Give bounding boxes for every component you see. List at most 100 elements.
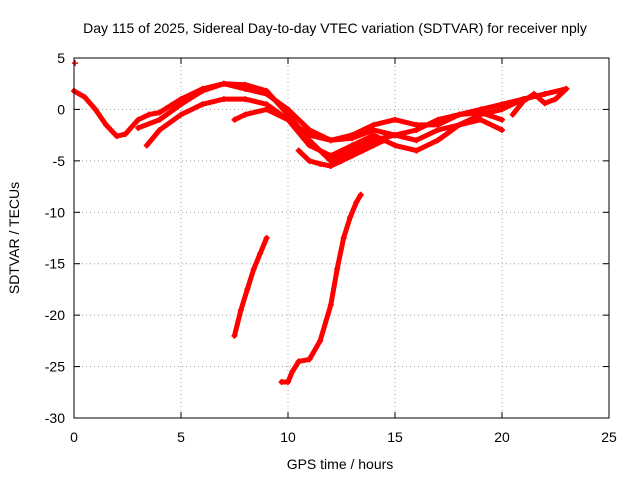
data-point [392, 116, 398, 123]
data-point [178, 96, 184, 103]
data-point [306, 142, 313, 149]
series-trace [510, 86, 569, 118]
data-point [263, 106, 270, 113]
data-point [434, 121, 441, 128]
data-point [135, 116, 142, 123]
data-point [317, 337, 324, 344]
data-point [199, 101, 206, 108]
data-point [250, 265, 257, 272]
data-series [71, 60, 570, 385]
data-point [327, 157, 334, 164]
y-tick-label: -20 [45, 307, 65, 323]
data-point [72, 60, 79, 67]
data-point [156, 116, 163, 123]
data-point [370, 142, 377, 149]
data-point [541, 100, 548, 107]
data-point [370, 121, 377, 128]
data-point [257, 250, 264, 257]
data-point [353, 199, 360, 205]
data-point [295, 147, 302, 154]
data-point [347, 214, 354, 221]
data-point [242, 85, 249, 92]
data-point [289, 368, 296, 375]
series-main-band-2 [143, 96, 505, 159]
data-point [381, 137, 388, 144]
data-point [231, 116, 238, 123]
data-point [143, 142, 150, 149]
data-point [327, 137, 334, 144]
data-point [552, 96, 559, 103]
data-point [456, 121, 463, 128]
data-point [295, 358, 302, 365]
data-point [370, 132, 377, 139]
data-point [263, 91, 270, 97]
data-point [499, 101, 505, 108]
y-tick-label: 5 [57, 50, 65, 66]
data-point [499, 116, 505, 123]
data-point [306, 132, 313, 139]
data-point [370, 137, 377, 144]
y-tick-label: -25 [45, 359, 65, 375]
series-trace [144, 96, 505, 159]
data-point [113, 133, 120, 140]
data-point [237, 307, 244, 313]
data-point [306, 356, 313, 363]
series-main-band-5 [295, 137, 388, 169]
chart-title: Day 115 of 2025, Sidereal Day-to-day VTE… [83, 20, 587, 36]
axis-ticks: 0 5 10 15 20 25 -30 -25 -20 -15 -10 -5 0 5 [45, 50, 617, 445]
data-point [285, 116, 291, 123]
data-point [370, 127, 377, 133]
x-tick-label: 0 [70, 429, 78, 445]
data-point [520, 98, 527, 105]
x-tick-label: 15 [387, 429, 403, 445]
data-point [434, 116, 441, 123]
data-point [156, 109, 163, 116]
x-tick-label: 20 [494, 429, 510, 445]
data-point [178, 111, 184, 118]
data-point [541, 91, 548, 97]
series-outlier [72, 60, 79, 67]
data-point [413, 121, 420, 128]
data-point [499, 106, 505, 113]
data-point [413, 127, 420, 133]
x-tick-label: 25 [601, 429, 617, 445]
data-point [563, 85, 570, 92]
series-descending-arc-B [278, 191, 364, 385]
data-point [349, 152, 356, 159]
data-point [145, 111, 152, 118]
data-point [317, 160, 324, 167]
data-point [499, 127, 505, 133]
plot-frame [73, 57, 610, 419]
y-tick-label: -30 [45, 410, 65, 426]
series-main-band-3 [135, 80, 570, 144]
data-point [477, 109, 484, 116]
data-point [178, 101, 184, 108]
data-point [349, 142, 356, 149]
data-point [285, 379, 291, 385]
y-tick-label: -15 [45, 256, 65, 272]
data-point [263, 235, 270, 241]
data-point [392, 142, 398, 149]
data-point [220, 96, 227, 103]
data-point [434, 137, 441, 144]
y-tick-label: 0 [57, 101, 65, 117]
data-point [242, 96, 249, 103]
series-trace [279, 192, 364, 385]
data-point [334, 265, 341, 272]
data-point [327, 301, 334, 308]
x-axis-label: GPS time / hours [287, 456, 394, 472]
data-point [338, 157, 345, 164]
data-point [220, 80, 227, 87]
data-point [340, 235, 347, 241]
data-point [359, 147, 366, 154]
series-main-band-6 [509, 85, 570, 118]
data-point [199, 87, 206, 94]
data-point [349, 147, 356, 154]
data-point [242, 111, 249, 118]
data-point [156, 127, 163, 133]
data-point [285, 106, 291, 113]
series-trace [232, 106, 505, 143]
y-tick-label: -5 [53, 153, 66, 169]
y-axis-label: SDTVAR / TECUs [6, 182, 22, 294]
data-point [392, 132, 398, 139]
